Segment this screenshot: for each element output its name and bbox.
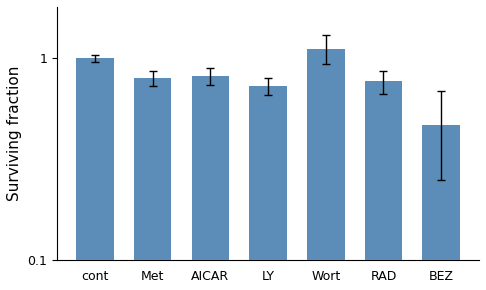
- Bar: [191, 76, 229, 260]
- Bar: [364, 81, 402, 260]
- Bar: [134, 78, 172, 260]
- Bar: [249, 86, 287, 260]
- Bar: [76, 59, 114, 260]
- Bar: [422, 125, 460, 260]
- Bar: [307, 48, 345, 260]
- Y-axis label: Surviving fraction: Surviving fraction: [7, 66, 22, 201]
